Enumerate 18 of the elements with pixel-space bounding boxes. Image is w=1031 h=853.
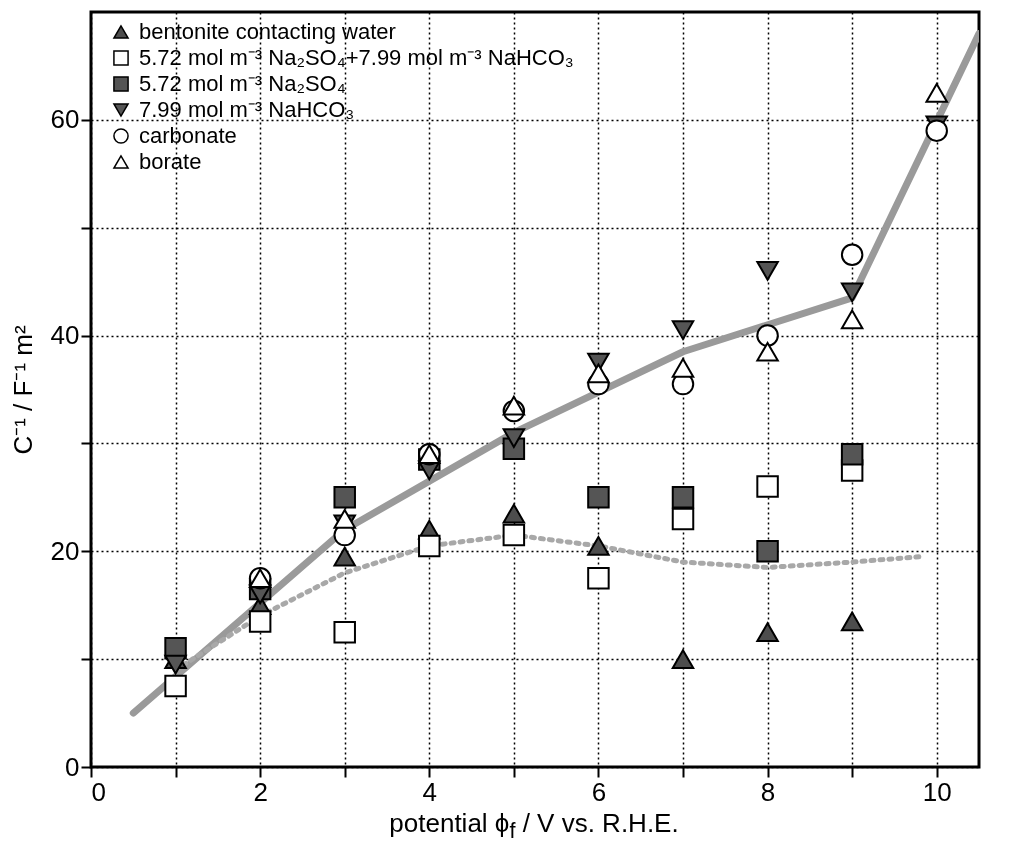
x-tick-label: 4 (422, 776, 438, 807)
legend-label: 7.99 mol m⁻³ NaHCO₃ (139, 97, 355, 122)
legend-label: 5.72 mol m⁻³ Na₂SO₄+7.99 mol m⁻³ NaHCO₃ (139, 45, 574, 70)
x-tick-label: 2 (253, 776, 268, 807)
y-tick-label: 20 (50, 535, 80, 566)
legend-label: 5.72 mol m⁻³ Na₂SO₄ (139, 71, 346, 96)
y-axis-title: C⁻¹ / F⁻¹ m² (7, 325, 38, 455)
legend-label: borate (139, 149, 202, 174)
legend-label: carbonate (139, 123, 237, 148)
x-axis-title: potential ϕ$_{f}$ / V vs. R.H.E. (388, 808, 680, 845)
y-tick-label: 0 (65, 751, 80, 782)
y-tick-label: 60 (50, 104, 80, 135)
legend-label: bentonite contacting water (139, 19, 396, 44)
x-tick-label: 0 (91, 776, 106, 807)
y-tick-label: 40 (50, 320, 80, 351)
x-tick-label: 6 (591, 776, 607, 807)
x-tick-label: 10 (922, 776, 952, 807)
x-tick-label: 8 (760, 776, 776, 807)
